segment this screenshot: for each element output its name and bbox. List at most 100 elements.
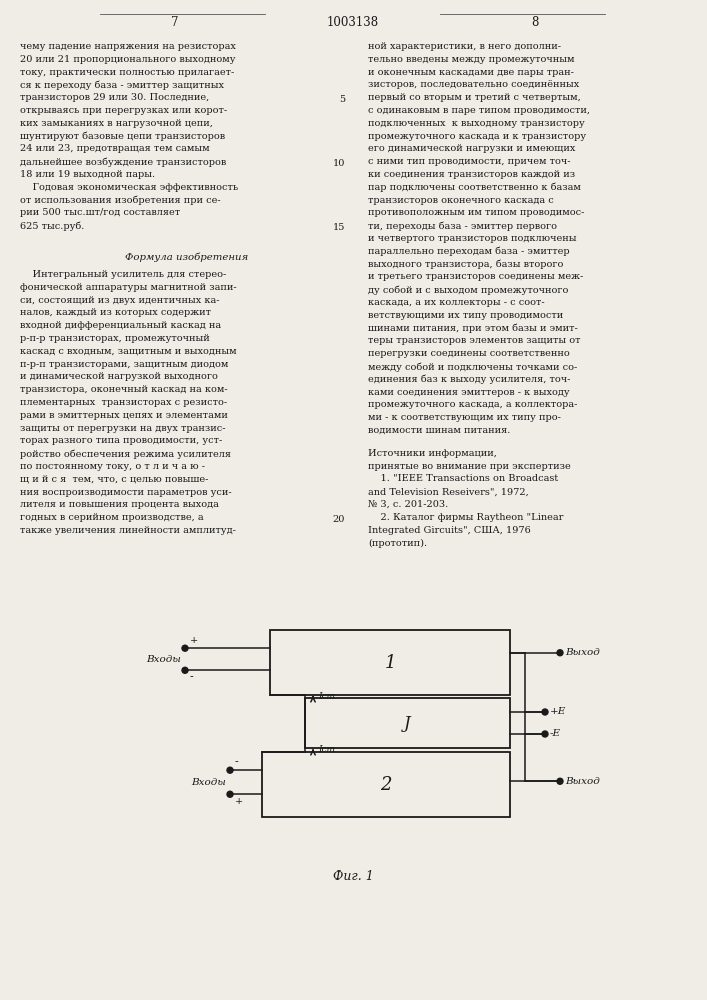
Text: 2. Каталог фирмы Raytheon "Linear: 2. Каталог фирмы Raytheon "Linear [368,513,563,522]
Text: с ними тип проводимости, причем точ-: с ними тип проводимости, причем точ- [368,157,571,166]
Text: Формула изобретения: Формула изобретения [125,253,248,262]
Text: параллельно переходам база - эмиттер: параллельно переходам база - эмиттер [368,247,570,256]
Text: 1003138: 1003138 [327,15,379,28]
Text: № 3, с. 201-203.: № 3, с. 201-203. [368,500,448,509]
Text: теры транзисторов элементов защиты от: теры транзисторов элементов защиты от [368,336,580,345]
Text: ками соединения эмиттеров - к выходу: ками соединения эмиттеров - к выходу [368,388,570,397]
Text: 24 или 23, предотвращая тем самым: 24 или 23, предотвращая тем самым [20,144,209,153]
Text: +: + [190,636,198,645]
Text: от использования изобретения при се-: от использования изобретения при се- [20,196,221,205]
Text: -: - [235,757,239,767]
Text: лителя и повышения процента выхода: лителя и повышения процента выхода [20,500,219,509]
Text: между собой и подключены точками со-: между собой и подключены точками со- [368,362,577,371]
Text: Iст: Iст [318,746,335,754]
Text: входной дифференциальный каскад на: входной дифференциальный каскад на [20,321,221,330]
Text: по постоянному току, о т л и ч а ю -: по постоянному току, о т л и ч а ю - [20,462,205,471]
Text: и оконечным каскадами две пары тран-: и оконечным каскадами две пары тран- [368,68,574,77]
Text: -: - [190,672,194,682]
Circle shape [227,791,233,797]
Text: тельно введены между промежуточным: тельно введены между промежуточным [368,55,575,64]
Text: ной характеристики, в него дополни-: ной характеристики, в него дополни- [368,42,561,51]
Text: 10: 10 [332,159,345,168]
Circle shape [182,667,188,673]
Text: перегрузки соединены соответственно: перегрузки соединены соответственно [368,349,570,358]
Text: 5: 5 [339,95,345,104]
Circle shape [542,731,548,737]
Text: транзистора, оконечный каскад на ком-: транзистора, оконечный каскад на ком- [20,385,228,394]
Text: транзисторов оконечного каскада с: транзисторов оконечного каскада с [368,196,554,205]
Text: Выход: Выход [565,777,600,786]
Text: Входы: Входы [146,655,181,664]
Text: 625 тыс.руб.: 625 тыс.руб. [20,221,84,231]
Text: р-п-р транзисторах, промежуточный: р-п-р транзисторах, промежуточный [20,334,210,343]
Text: Iст: Iст [318,692,335,701]
Text: си, состоящий из двух идентичных ка-: си, состоящий из двух идентичных ка- [20,296,219,305]
Circle shape [227,767,233,773]
Text: току, практически полностью прилагает-: току, практически полностью прилагает- [20,68,234,77]
Text: 1: 1 [384,654,396,672]
Text: ми - к соответствующим их типу про-: ми - к соответствующим их типу про- [368,413,561,422]
Text: 20 или 21 пропорционального выходному: 20 или 21 пропорционального выходному [20,55,235,64]
Text: 20: 20 [332,515,345,524]
Text: Фиг. 1: Фиг. 1 [332,870,373,883]
Text: противоположным им типом проводимос-: противоположным им типом проводимос- [368,208,585,217]
Text: щ и й с я  тем, что, с целью повыше-: щ и й с я тем, что, с целью повыше- [20,475,209,484]
Text: первый со вторым и третий с четвертым,: первый со вторым и третий с четвертым, [368,93,580,102]
Text: ки соединения транзисторов каждой из: ки соединения транзисторов каждой из [368,170,575,179]
Text: транзисторов 29 или 30. Последние,: транзисторов 29 или 30. Последние, [20,93,209,102]
Text: and Television Reseivers", 1972,: and Television Reseivers", 1972, [368,487,529,496]
Text: каскада, а их коллекторы - с соот-: каскада, а их коллекторы - с соот- [368,298,544,307]
Text: Годовая экономическая эффективность: Годовая экономическая эффективность [20,183,238,192]
Text: Входы: Входы [191,778,226,787]
Text: Интегральный усилитель для стерео-: Интегральный усилитель для стерео- [20,270,226,279]
Text: рии 500 тыс.шт/год составляет: рии 500 тыс.шт/год составляет [20,208,180,217]
Text: ния воспроизводимости параметров уси-: ния воспроизводимости параметров уси- [20,488,232,497]
Text: шунтируют базовые цепи транзисторов: шунтируют базовые цепи транзисторов [20,132,225,141]
Text: шинами питания, при этом базы и эмит-: шинами питания, при этом базы и эмит- [368,324,578,333]
Text: ветствующими их типу проводимости: ветствующими их типу проводимости [368,311,563,320]
Text: -E: -E [550,730,561,738]
Text: ройство обеспечения режима усилителя: ройство обеспечения режима усилителя [20,449,231,459]
Text: Integrated Gircuits", США, 1976: Integrated Gircuits", США, 1976 [368,526,531,535]
Text: ся к переходу база - эмиттер защитных: ся к переходу база - эмиттер защитных [20,80,224,90]
Text: пар подключены соответственно к базам: пар подключены соответственно к базам [368,183,581,192]
Text: плементарных  транзисторах с резисто-: плементарных транзисторах с резисто- [20,398,227,407]
Text: и динамической нагрузкой выходного: и динамической нагрузкой выходного [20,372,218,381]
Text: 18 или 19 выходной пары.: 18 или 19 выходной пары. [20,170,155,179]
Text: Источники информации,: Источники информации, [368,449,497,458]
Circle shape [542,709,548,715]
Text: ких замыканиях в нагрузочной цепи,: ких замыканиях в нагрузочной цепи, [20,119,213,128]
Text: J: J [404,714,411,732]
Text: и третьего транзисторов соединены меж-: и третьего транзисторов соединены меж- [368,272,583,281]
Text: +: + [235,797,243,806]
Text: налов, каждый из которых содержит: налов, каждый из которых содержит [20,308,211,317]
Text: чему падение напряжения на резисторах: чему падение напряжения на резисторах [20,42,236,51]
Text: ти, переходы база - эмиттер первого: ти, переходы база - эмиттер первого [368,221,557,231]
Circle shape [557,778,563,784]
Text: годных в серийном производстве, а: годных в серийном производстве, а [20,513,204,522]
Text: промежуточного каскада и к транзистору: промежуточного каскада и к транзистору [368,132,586,141]
Circle shape [182,645,188,651]
Text: 8: 8 [532,15,539,28]
Text: и четвертого транзисторов подключены: и четвертого транзисторов подключены [368,234,576,243]
Text: торах разного типа проводимости, уст-: торах разного типа проводимости, уст- [20,436,222,445]
Text: 2: 2 [380,776,392,794]
Text: подключенных  к выходному транзистору: подключенных к выходному транзистору [368,119,585,128]
Text: +E: +E [550,708,566,716]
Text: (прототип).: (прототип). [368,538,427,548]
Text: фонической аппаратуры магнитной запи-: фонической аппаратуры магнитной запи- [20,283,237,292]
Text: п-р-п транзисторами, защитным диодом: п-р-п транзисторами, защитным диодом [20,360,228,369]
Text: 7: 7 [171,15,179,28]
Text: защиты от перегрузки на двух транзис-: защиты от перегрузки на двух транзис- [20,424,226,433]
Text: рами в эмиттерных цепях и элементами: рами в эмиттерных цепях и элементами [20,411,228,420]
Text: единения баз к выходу усилителя, точ-: единения баз к выходу усилителя, точ- [368,375,571,384]
Text: открываясь при перегрузках или корот-: открываясь при перегрузках или корот- [20,106,227,115]
Circle shape [557,650,563,656]
Text: принятые во внимание при экспертизе: принятые во внимание при экспертизе [368,462,571,471]
Text: зисторов, последовательно соединённых: зисторов, последовательно соединённых [368,80,579,89]
Text: его динамической нагрузки и имеющих: его динамической нагрузки и имеющих [368,144,575,153]
Text: с одинаковым в паре типом проводимости,: с одинаковым в паре типом проводимости, [368,106,590,115]
Text: также увеличения линейности амплитуд-: также увеличения линейности амплитуд- [20,526,236,535]
Text: каскад с входным, защитным и выходным: каскад с входным, защитным и выходным [20,347,237,356]
Text: 1. "IEEE Transactions on Broadcast: 1. "IEEE Transactions on Broadcast [368,474,559,483]
